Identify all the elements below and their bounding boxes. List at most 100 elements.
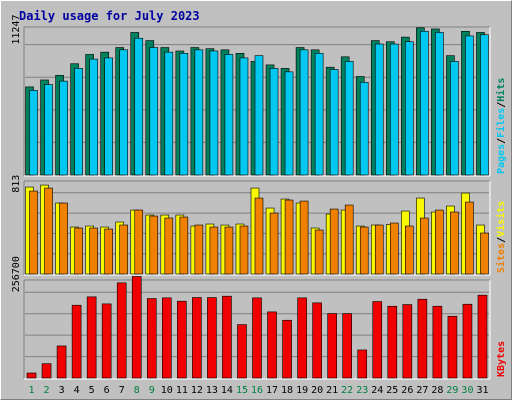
bar-kbytes-25	[387, 305, 398, 379]
bar-sites-14	[224, 226, 234, 275]
bar-kbytes-10	[162, 297, 172, 379]
bar-sites-25	[389, 222, 399, 275]
bar-kbytes-11	[177, 300, 187, 379]
x-tick-label: 20	[311, 385, 323, 396]
bar-files-6	[104, 57, 113, 176]
bar-files-22	[344, 61, 354, 176]
bar-files-23	[359, 81, 369, 176]
x-tick-label: 28	[431, 385, 443, 396]
bar-kbytes-1	[26, 372, 37, 379]
bar-kbytes-31	[477, 294, 488, 379]
bar-files-7	[119, 49, 129, 176]
bar-sites-28	[435, 209, 444, 275]
bar-files-26	[405, 41, 414, 176]
bar-files-25	[389, 43, 399, 176]
bar-files-21	[329, 69, 339, 176]
bar-files-12	[194, 49, 204, 176]
bar-files-1	[29, 90, 38, 176]
chart-title: Daily usage for July 2023	[19, 9, 200, 23]
x-tick-label: 26	[401, 385, 413, 396]
x-tick-label: 10	[161, 385, 173, 396]
max-value-label: 256700	[11, 256, 22, 292]
x-tick-label: 3	[59, 385, 65, 396]
bar-files-14	[224, 54, 234, 176]
bar-files-27	[420, 30, 429, 176]
bar-sites-26	[405, 225, 414, 275]
x-tick-label: 19	[296, 385, 308, 396]
bar-files-4	[74, 68, 83, 176]
bar-files-13	[209, 50, 219, 176]
bar-files-5	[89, 58, 98, 176]
x-tick-label: 1	[29, 385, 35, 396]
bar-sites-20	[314, 229, 324, 275]
panel-visits-sites: 813 Sites/Visits	[11, 175, 507, 276]
bar-kbytes-15	[237, 324, 247, 379]
bar-kbytes-7	[116, 282, 127, 379]
bar-files-30	[465, 35, 474, 176]
bar-sites-29	[450, 211, 459, 275]
x-tick-label: 7	[119, 385, 125, 396]
bar-files-16	[254, 55, 264, 176]
bar-sites-24	[374, 224, 384, 275]
bar-kbytes-22	[342, 313, 352, 379]
bar-files-20	[314, 53, 324, 176]
bar-kbytes-5	[86, 296, 97, 379]
x-tick-label: 23	[356, 385, 368, 396]
x-tick-label: 9	[149, 385, 155, 396]
bar-sites-27	[420, 217, 429, 275]
max-value-label: 813	[11, 175, 22, 193]
bar-kbytes-8	[131, 276, 142, 379]
bar-kbytes-20	[312, 302, 322, 379]
bar-sites-10	[164, 217, 174, 275]
bar-kbytes-2	[41, 363, 52, 379]
bar-files-19	[299, 49, 309, 176]
bar-sites-7	[119, 224, 129, 275]
bar-files-24	[374, 43, 384, 176]
bar-kbytes-23	[357, 349, 368, 379]
x-tick-label: 30	[461, 385, 473, 396]
bar-files-10	[164, 51, 174, 176]
bar-files-15	[239, 57, 249, 176]
bar-sites-22	[344, 204, 354, 275]
bar-files-17	[269, 68, 279, 176]
bar-sites-15	[239, 225, 249, 275]
x-tick-label: 24	[371, 385, 383, 396]
x-tick-label: 12	[191, 385, 203, 396]
x-tick-label: 8	[134, 385, 140, 396]
bar-sites-12	[194, 224, 204, 275]
x-tick-label: 29	[446, 385, 458, 396]
bar-kbytes-17	[267, 311, 277, 379]
series-label: Sites/Visits	[495, 201, 507, 273]
bar-sites-3	[59, 202, 68, 275]
series-label: KBytes	[496, 341, 507, 377]
panel-hits-files-pages: 11247 Pages/Files/Hits	[11, 15, 507, 177]
bar-kbytes-19	[297, 297, 307, 379]
x-tick-label: 15	[236, 385, 248, 396]
bar-files-3	[59, 80, 68, 176]
bar-files-2	[44, 84, 53, 176]
bar-sites-21	[329, 208, 339, 275]
x-tick-label: 11	[176, 385, 188, 396]
bar-files-31	[480, 34, 489, 176]
bar-kbytes-6	[101, 303, 112, 379]
bar-kbytes-9	[146, 298, 157, 379]
bar-sites-9	[149, 215, 159, 275]
bar-files-9	[149, 47, 159, 176]
series-label: Pages/Files/Hits	[495, 78, 507, 174]
bar-sites-23	[359, 226, 369, 275]
bar-sites-2	[44, 187, 53, 275]
bar-files-8	[134, 37, 144, 176]
x-tick-label: 4	[74, 385, 80, 396]
bar-sites-13	[209, 226, 219, 275]
x-tick-label: 18	[281, 385, 293, 396]
bar-kbytes-28	[432, 305, 443, 379]
bar-sites-31	[480, 232, 489, 275]
x-tick-label: 31	[476, 385, 488, 396]
bar-kbytes-30	[462, 303, 473, 379]
bar-files-28	[435, 32, 444, 176]
x-tick-label: 16	[251, 385, 263, 396]
bar-sites-30	[465, 201, 474, 275]
bar-kbytes-24	[372, 301, 383, 379]
bar-sites-1	[29, 190, 38, 275]
